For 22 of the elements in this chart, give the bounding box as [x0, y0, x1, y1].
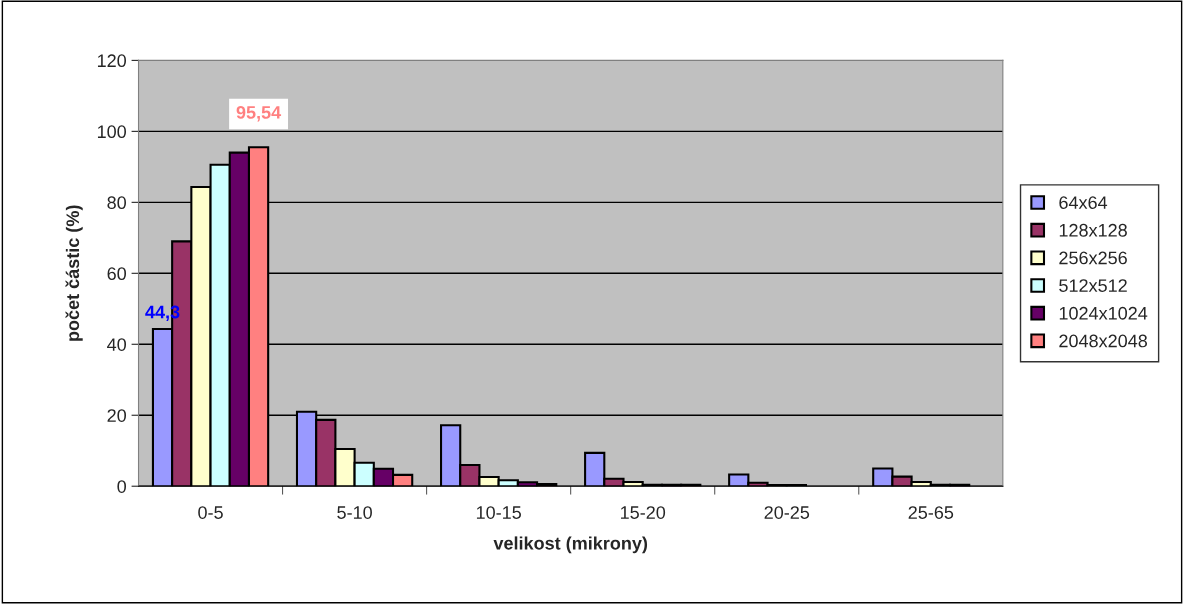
x-axis-title: velikost (mikrony): [493, 536, 648, 554]
x-tick-label: 10-15: [476, 506, 521, 519]
legend-label: 128x128: [1059, 223, 1127, 237]
x-tick-label: 0-5: [198, 506, 223, 519]
legend-label: 1024x1024: [1059, 306, 1148, 320]
y-tick-label: 80: [107, 196, 127, 210]
x-tick-label: 25-65: [908, 506, 954, 519]
y-tick-label: 60: [107, 267, 127, 281]
y-tick-label: 120: [97, 54, 127, 68]
legend-label: 64x64: [1059, 196, 1108, 209]
y-tick-label: 20: [107, 409, 127, 422]
legend-label: 256x256: [1059, 251, 1127, 265]
legend-label: 512x512: [1059, 279, 1127, 292]
data-label: 95,54: [236, 106, 282, 122]
y-tick-label: 40: [107, 338, 127, 351]
x-tick-label: 5-10: [337, 506, 372, 519]
x-tick-label: 15-20: [621, 506, 666, 519]
x-tick-label: 20-25: [764, 506, 810, 519]
y-tick-label: 0: [117, 480, 127, 493]
y-axis-title: počet částic (%): [65, 205, 83, 341]
legend-label: 2048x2048: [1059, 334, 1148, 348]
y-tick-label: 100: [97, 125, 127, 139]
